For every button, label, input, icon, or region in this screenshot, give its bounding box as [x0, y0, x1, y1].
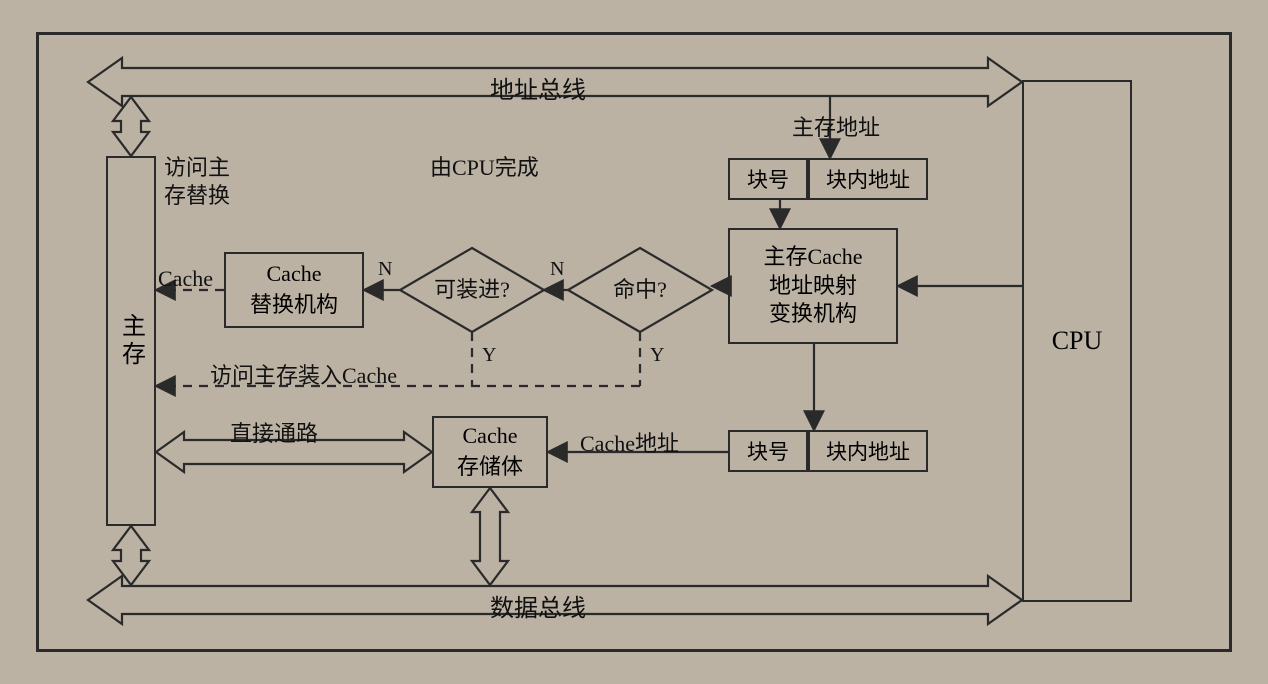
n1-label: N	[378, 258, 392, 281]
cache-databus-arrow	[472, 488, 508, 585]
direct-path-label: 直接通路	[230, 416, 318, 448]
address-bus-label: 地址总线	[490, 70, 586, 105]
mm-addrbus-arrow	[113, 97, 149, 156]
main-addr-label: 主存地址	[792, 110, 880, 142]
hit-text: 命中?	[613, 277, 667, 302]
cache-addr-label: Cache地址	[580, 426, 679, 458]
y2-label: Y	[650, 344, 664, 367]
load-cache-label: 访问主存装入Cache	[210, 358, 397, 390]
access-rep-label-2: 存替换	[164, 178, 230, 210]
n2-label: N	[550, 258, 564, 281]
data-bus-label: 数据总线	[490, 588, 586, 623]
cache-small-label: Cache	[158, 266, 213, 292]
can-load-text: 可装进?	[434, 277, 510, 302]
mm-databus-arrow	[113, 526, 149, 585]
y1-label: Y	[482, 344, 496, 367]
connectors-svg: 可装进? 命中?	[0, 0, 1268, 684]
by-cpu-label: 由CPU完成	[430, 150, 539, 182]
diagram-canvas: { "canvas": { "width": 1268, "height": 6…	[0, 0, 1268, 684]
